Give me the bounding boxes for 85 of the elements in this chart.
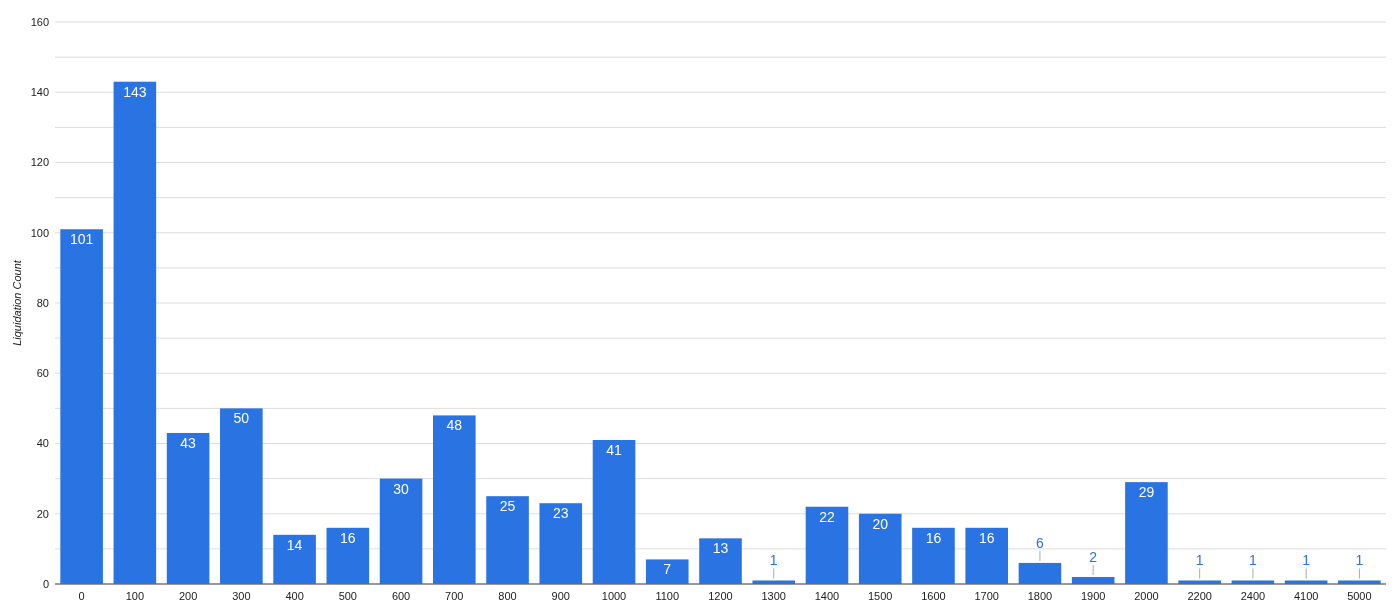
bar (113, 81, 157, 584)
x-tick-label: 1900 (1080, 590, 1106, 602)
bar (645, 559, 689, 584)
data-label: 23 (552, 505, 569, 522)
x-tick-label: 2000 (1134, 590, 1159, 602)
y-tick-label: 20 (36, 507, 49, 520)
data-label: 25 (499, 498, 516, 515)
data-label: 13 (712, 540, 729, 557)
y-tick-label: 0 (42, 577, 49, 590)
data-label: 7 (663, 561, 672, 578)
bar (1284, 580, 1328, 584)
x-tick-label: 1300 (761, 590, 786, 602)
x-tick-label: 4100 (1293, 590, 1319, 602)
x-tick-label: 900 (551, 590, 570, 602)
data-label: 14 (286, 536, 303, 553)
data-label: 16 (340, 529, 356, 546)
bar (858, 513, 902, 584)
bar (752, 580, 796, 584)
bar (433, 415, 476, 584)
x-tick-label: 400 (285, 590, 304, 602)
x-tick-label: 1500 (867, 590, 893, 602)
data-label: 1 (1302, 552, 1311, 569)
x-tick-label: 1600 (921, 590, 946, 602)
bar (220, 408, 263, 584)
bar (1018, 562, 1062, 584)
x-tick-label: 200 (178, 590, 198, 602)
y-tick-label: 100 (30, 226, 49, 239)
data-label: 30 (393, 480, 410, 497)
bar (326, 527, 370, 584)
data-label: 6 (1036, 534, 1045, 551)
x-tick-label: 1700 (974, 590, 999, 602)
data-label: 16 (978, 529, 995, 546)
bar (1125, 482, 1168, 584)
x-tick-label: 500 (338, 590, 357, 602)
x-tick-label: 1200 (708, 590, 733, 602)
y-tick-label: 120 (30, 156, 49, 169)
x-tick-label: 0 (78, 590, 85, 602)
x-tick-label: 800 (498, 590, 517, 602)
x-tick-label: 600 (391, 590, 411, 602)
y-tick-label: 80 (36, 296, 49, 309)
bar (60, 229, 103, 584)
bar (379, 478, 423, 584)
y-tick-label: 140 (30, 86, 49, 99)
y-tick-label: 60 (36, 367, 49, 380)
x-tick-label: 2200 (1187, 590, 1212, 602)
data-label: 43 (180, 434, 197, 451)
bar (1231, 580, 1275, 584)
bar (805, 506, 849, 584)
data-label: 29 (1138, 484, 1155, 501)
data-label: 48 (446, 417, 463, 434)
bar (699, 538, 742, 584)
x-tick-label: 1100 (655, 590, 680, 602)
data-label: 101 (69, 231, 94, 248)
bar (965, 527, 1008, 584)
bar (166, 432, 210, 584)
data-label: 143 (123, 83, 147, 100)
x-tick-label: 1400 (814, 590, 840, 602)
bar (1071, 576, 1115, 584)
x-tick-label: 2400 (1240, 590, 1266, 602)
x-tick-label: 700 (445, 590, 464, 602)
data-label: 1 (1195, 552, 1204, 569)
bar (273, 534, 316, 584)
y-tick-label: 160 (30, 15, 49, 28)
bar (592, 439, 636, 584)
data-label: 50 (233, 410, 250, 427)
data-label: 41 (606, 441, 623, 458)
y-tick-label: 40 (36, 437, 49, 450)
x-tick-label: 1800 (1027, 590, 1053, 602)
data-label: 1 (769, 552, 778, 569)
data-label: 1 (1355, 552, 1364, 569)
bar (486, 496, 529, 584)
x-tick-label: 300 (232, 590, 251, 602)
data-label: 20 (872, 515, 889, 532)
data-label: 2 (1089, 548, 1098, 565)
data-label: 22 (819, 508, 835, 525)
x-tick-label: 1000 (601, 590, 627, 602)
bar (1178, 580, 1221, 584)
bar (912, 527, 955, 584)
bar (1338, 580, 1381, 584)
x-tick-label: 5000 (1347, 590, 1372, 602)
y-axis-title: Liquidation Count (11, 259, 23, 346)
data-label: 1 (1249, 552, 1257, 569)
bar (539, 503, 583, 584)
data-label: 16 (925, 529, 942, 546)
x-tick-label: 100 (125, 590, 145, 602)
